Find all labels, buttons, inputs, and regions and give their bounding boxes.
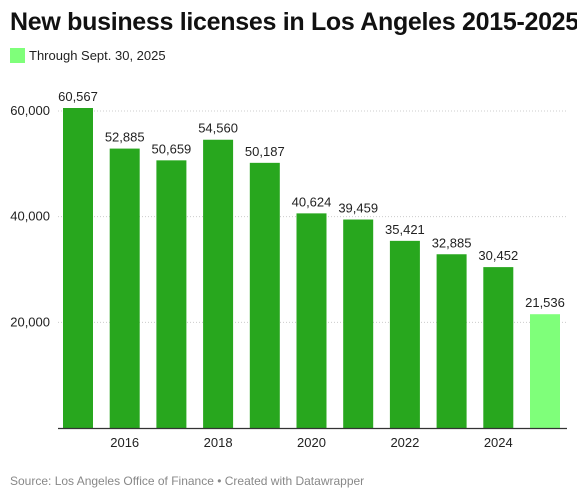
bar-2019 [249, 162, 280, 429]
x-tick-label: 2022 [390, 435, 419, 450]
bar-2021 [343, 219, 374, 428]
legend: Through Sept. 30, 2025 [10, 48, 166, 63]
bar-2023 [436, 254, 467, 428]
bar-2020 [296, 213, 327, 428]
bar-value-label: 21,536 [525, 295, 565, 310]
x-tick-label: 2018 [204, 435, 233, 450]
bar-2025 [530, 314, 560, 428]
bar-value-label: 50,659 [152, 141, 192, 156]
bar-2015 [63, 108, 93, 428]
legend-label: Through Sept. 30, 2025 [29, 48, 166, 63]
bar-2016 [109, 148, 140, 429]
bar-value-label: 32,885 [432, 235, 472, 250]
bar-value-label: 35,421 [385, 222, 425, 237]
x-tick-label: 2024 [484, 435, 513, 450]
x-tick-label: 2020 [297, 435, 326, 450]
bar-2018 [203, 139, 234, 428]
bar-value-label: 50,187 [245, 144, 285, 159]
bar-2017 [156, 160, 187, 429]
bar-value-label: 40,624 [292, 194, 332, 209]
y-tick-label: 60,000 [10, 103, 50, 118]
bar-value-label: 39,459 [338, 201, 378, 216]
legend-swatch [10, 48, 25, 63]
y-tick-label: 20,000 [10, 314, 50, 329]
bar-value-label: 54,560 [198, 121, 238, 136]
bar-2022 [389, 240, 420, 428]
x-tick-label: 2016 [110, 435, 139, 450]
source-footer: Source: Los Angeles Office of Finance • … [10, 474, 365, 488]
y-tick-label: 40,000 [10, 209, 50, 224]
chart-title: New business licenses in Los Angeles 201… [10, 8, 577, 36]
bar-2024 [483, 267, 514, 428]
bar-value-label: 60,567 [58, 89, 98, 104]
bar-value-label: 52,885 [105, 130, 145, 145]
bar-value-label: 30,452 [478, 248, 518, 263]
